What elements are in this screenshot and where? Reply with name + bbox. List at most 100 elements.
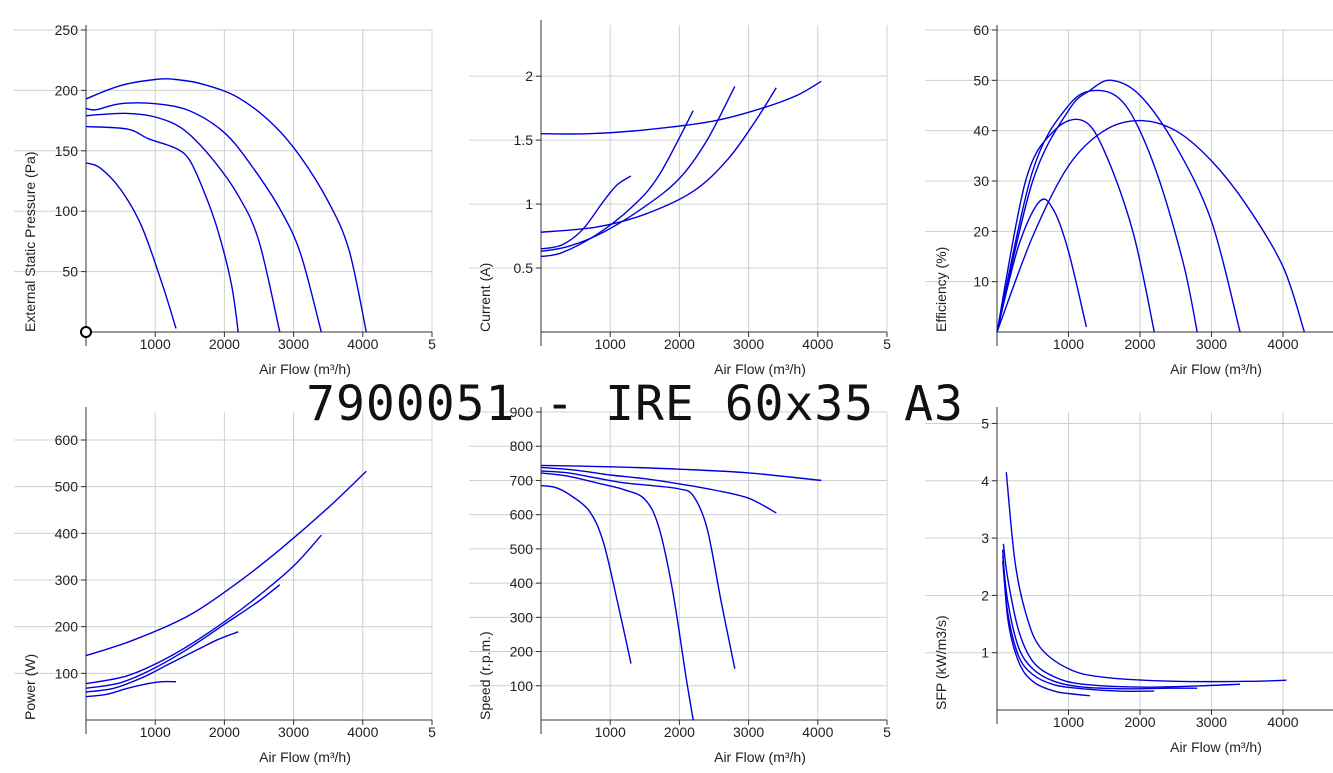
y-tick-label: 100 (55, 203, 79, 219)
y-tick-label: 250 (55, 22, 79, 38)
x-tick-label: 2000 (664, 336, 695, 352)
series-line-5 (85, 162, 177, 329)
chart-2: 1000 2000 3000 4000 5 0.5 1 1.5 2 Air Flow (m³/h)… (469, 20, 891, 377)
x-tick-label: 5 (883, 336, 891, 352)
x-tick-label: 1000 (595, 724, 626, 740)
y-tick-label: 150 (55, 143, 79, 159)
y-tick-label: 5 (981, 415, 989, 431)
x-tick-label: 1000 (595, 336, 626, 352)
series-line-4 (540, 472, 694, 721)
series-line-2 (85, 534, 322, 685)
y-tick-label: 4 (981, 473, 989, 489)
y-tick-label: 900 (510, 404, 534, 420)
x-tick-label: 3000 (278, 336, 309, 352)
x-tick-label: 3000 (733, 724, 764, 740)
y-tick-label: 30 (973, 173, 989, 189)
y-axis-label: External Static Pressure (Pa) (22, 151, 38, 332)
chart-4: 1000 2000 3000 4000 5 100 200 300 400 500 600 Air F… (14, 407, 436, 765)
y-tick-label: 100 (510, 678, 534, 694)
x-tick-label: 4000 (347, 336, 378, 352)
x-tick-label: 4000 (347, 724, 378, 740)
x-tick-label: 2000 (1124, 336, 1155, 352)
y-tick-label: 2 (981, 587, 989, 603)
y-tick-label: 200 (55, 619, 79, 635)
y-tick-label: 60 (973, 22, 989, 38)
y-tick-label: 1 (981, 645, 989, 661)
series-line-3 (85, 112, 281, 333)
series-line-1 (540, 80, 822, 135)
y-tick-label: 3 (981, 530, 989, 546)
y-tick-label: 400 (55, 525, 79, 541)
y-tick-label: 40 (973, 123, 989, 139)
x-tick-label: 5 (883, 724, 891, 740)
y-tick-label: 300 (510, 609, 534, 625)
x-tick-label: 3000 (733, 336, 764, 352)
x-tick-label: 3000 (278, 724, 309, 740)
chart-1: 1000 2000 3000 4000 5 50 100 150 200 250 Air Flow … (14, 22, 436, 377)
series-line-5 (996, 198, 1088, 333)
x-tick-label: 4000 (802, 724, 833, 740)
x-tick-label: 2000 (664, 724, 695, 740)
x-axis-label: Air Flow (m³/h) (259, 749, 351, 765)
series-line-1 (996, 119, 1306, 333)
y-axis-label: Efficiency (%) (933, 247, 949, 332)
series-line-5 (540, 175, 632, 250)
x-tick-label: 2000 (1124, 714, 1155, 730)
y-tick-label: 600 (55, 432, 79, 448)
y-tick-label: 50 (973, 72, 989, 88)
y-tick-label: 50 (62, 264, 78, 280)
y-tick-label: 200 (55, 82, 79, 98)
series-line-3 (996, 89, 1198, 333)
series-line-3 (540, 86, 736, 253)
x-axis-label: Air Flow (m³/h) (714, 361, 806, 377)
series-line-5 (85, 680, 177, 698)
x-tick-label: 1000 (140, 724, 171, 740)
x-axis-label: Air Flow (m³/h) (259, 361, 351, 377)
y-tick-label: 2 (525, 68, 533, 84)
y-tick-label: 200 (510, 644, 534, 660)
y-axis-label: SFP (kW/m3/s) (933, 615, 949, 710)
origin-marker[interactable] (80, 326, 92, 338)
x-axis-label: Air Flow (m³/h) (1170, 361, 1262, 377)
y-tick-label: 20 (973, 223, 989, 239)
x-tick-label: 4000 (802, 336, 833, 352)
y-tick-label: 1 (525, 196, 533, 212)
x-tick-label: 3000 (1196, 336, 1227, 352)
series-line-2 (85, 102, 322, 333)
series-line-3 (540, 470, 736, 669)
series-line-4 (85, 631, 239, 693)
y-tick-label: 1.5 (514, 132, 534, 148)
series-line-1 (85, 78, 367, 333)
series-line-5 (540, 484, 632, 664)
y-tick-label: 400 (510, 575, 534, 591)
series-line-1 (1005, 472, 1287, 683)
page-title: 7900051 - IRE 60x35 A3 (306, 376, 964, 432)
series-line-2 (1002, 543, 1241, 688)
series-line-2 (996, 79, 1241, 333)
y-tick-label: 600 (510, 507, 534, 523)
x-axis-label: Air Flow (m³/h) (714, 749, 806, 765)
series-line-4 (996, 118, 1155, 333)
x-tick-label: 2000 (209, 724, 240, 740)
y-axis-label: Speed (r.p.m.) (477, 631, 493, 720)
chart-6: 1000 2000 3000 4000 1 2 3 4 5 Air Flow (m³/h) SFP … (925, 407, 1333, 755)
y-tick-label: 100 (55, 665, 79, 681)
series-line-1 (85, 470, 367, 657)
y-axis-label: Power (W) (22, 654, 38, 720)
x-axis-label: Air Flow (m³/h) (1170, 739, 1262, 755)
y-tick-label: 500 (510, 541, 534, 557)
y-tick-label: 800 (510, 438, 534, 454)
x-tick-label: 4000 (1267, 714, 1298, 730)
x-tick-label: 5 (428, 724, 436, 740)
series-line-3 (85, 584, 281, 689)
chart-5: 1000 2000 3000 4000 5 100 200 300 400 500 600 700 80… (469, 404, 891, 765)
chart-3: 1000 2000 3000 4000 10 20 30 40 50 60 Air Flow (m³… (925, 22, 1333, 377)
series-line-2 (540, 87, 777, 233)
series-line-4 (540, 110, 694, 258)
x-tick-label: 3000 (1196, 714, 1227, 730)
x-tick-label: 1000 (1053, 714, 1084, 730)
series-line-4 (85, 125, 239, 333)
series-line-5 (1002, 549, 1090, 697)
y-tick-label: 0.5 (514, 260, 534, 276)
x-tick-label: 5 (428, 336, 436, 352)
